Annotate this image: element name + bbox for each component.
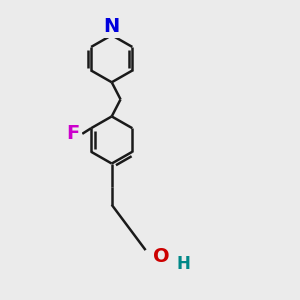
Text: F: F — [67, 124, 80, 143]
Text: H: H — [176, 255, 190, 273]
Text: O: O — [153, 247, 169, 266]
Text: N: N — [103, 17, 120, 36]
